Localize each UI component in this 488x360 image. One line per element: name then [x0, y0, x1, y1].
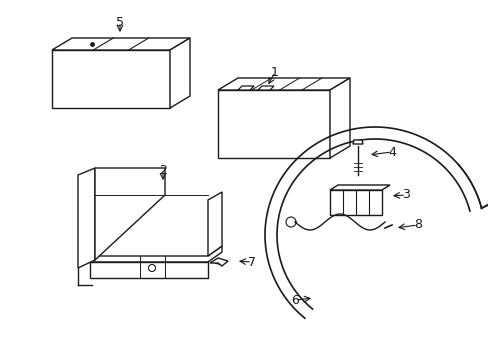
Text: 8: 8 [413, 219, 421, 231]
Polygon shape [218, 78, 349, 90]
Polygon shape [329, 185, 389, 190]
Polygon shape [329, 190, 381, 215]
Polygon shape [258, 86, 273, 90]
Polygon shape [52, 50, 170, 108]
Polygon shape [95, 168, 164, 260]
Text: 6: 6 [290, 293, 298, 306]
Text: 7: 7 [247, 256, 256, 269]
Text: 1: 1 [270, 66, 278, 78]
Polygon shape [52, 38, 190, 50]
Polygon shape [90, 246, 222, 262]
Polygon shape [218, 90, 329, 158]
Text: 3: 3 [401, 189, 409, 202]
Polygon shape [238, 86, 253, 90]
Polygon shape [170, 38, 190, 108]
Polygon shape [209, 258, 227, 266]
Text: 2: 2 [159, 163, 166, 176]
Polygon shape [90, 262, 207, 278]
Polygon shape [352, 140, 362, 144]
Text: 5: 5 [116, 15, 124, 28]
Polygon shape [329, 78, 349, 158]
Polygon shape [207, 192, 222, 256]
Text: 4: 4 [387, 145, 395, 158]
Polygon shape [78, 168, 95, 268]
